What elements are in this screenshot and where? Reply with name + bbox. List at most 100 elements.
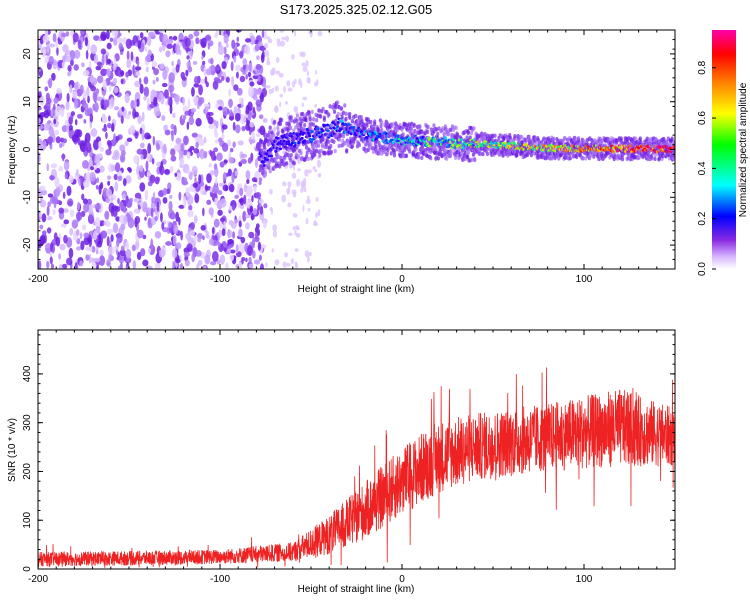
noise-blob — [66, 257, 73, 266]
noise-blob — [144, 216, 147, 221]
ridge-halo — [466, 150, 470, 155]
ridge-halo — [501, 153, 505, 158]
noise-blob — [258, 254, 262, 261]
noise-blob — [85, 171, 92, 182]
noise-blob — [106, 30, 110, 40]
noise-blob — [172, 35, 178, 41]
noise-blob — [68, 247, 74, 259]
noise-blob — [113, 173, 118, 181]
noise-blob — [117, 265, 122, 269]
noise-blob — [87, 214, 94, 224]
noise-blob — [291, 80, 296, 88]
noise-blob — [108, 253, 111, 263]
noise-blob — [255, 132, 261, 138]
noise-blob — [100, 48, 107, 55]
ridge-halo — [267, 163, 271, 168]
noise-blob — [95, 217, 101, 227]
ridge-point — [290, 141, 295, 145]
ridge-point — [281, 135, 285, 139]
noise-blob — [287, 186, 291, 195]
noise-blob — [134, 131, 139, 139]
noise-blob — [219, 254, 226, 265]
noise-blob — [238, 220, 242, 228]
noise-blob — [141, 111, 145, 122]
noise-blob — [39, 112, 46, 118]
noise-blob — [222, 106, 229, 116]
ridge-halo — [345, 149, 349, 154]
noise-blob — [197, 259, 203, 266]
noise-blob — [191, 165, 198, 176]
noise-blob — [216, 152, 223, 162]
noise-blob — [249, 35, 256, 45]
noise-blob — [167, 95, 171, 106]
noise-blob — [139, 32, 144, 39]
noise-blob — [60, 223, 66, 228]
noise-blob — [158, 190, 164, 197]
noise-blob — [186, 121, 190, 131]
x-tick-label: 100 — [576, 274, 593, 285]
noise-blob — [47, 193, 54, 198]
noise-blob — [314, 103, 317, 108]
ridge-halo — [295, 118, 299, 123]
noise-blob — [252, 207, 257, 216]
noise-blob — [225, 185, 229, 192]
noise-blob — [313, 222, 318, 227]
noise-blob — [308, 251, 312, 257]
noise-blob — [120, 70, 125, 77]
noise-blob — [190, 107, 197, 113]
noise-blob — [90, 85, 97, 92]
ridge-halo — [394, 122, 398, 128]
noise-blob — [70, 111, 76, 117]
noise-blob — [305, 217, 309, 225]
colorbar: 0.0 0.2 0.4 0.6 0.8 Normalized spectral ampl… — [697, 30, 749, 276]
ridge-halo — [408, 145, 412, 151]
noise-blob — [267, 38, 273, 44]
colorbar-tick-label: 0.4 — [697, 161, 708, 175]
ridge-halo — [472, 126, 476, 131]
noise-blob — [212, 80, 219, 90]
noise-blob — [87, 95, 90, 104]
noise-blob — [184, 259, 190, 267]
noise-blob — [64, 173, 68, 180]
noise-blob — [182, 115, 187, 120]
ridge-halo — [320, 142, 325, 147]
noise-blob — [245, 222, 250, 230]
noise-blob — [107, 180, 111, 186]
noise-blob — [229, 249, 236, 254]
noise-blob — [139, 164, 144, 172]
noise-blob — [294, 30, 297, 37]
noise-blob — [193, 96, 199, 104]
ridge-halo — [478, 151, 483, 157]
noise-blob — [210, 261, 217, 266]
noise-blob — [101, 220, 105, 226]
noise-blob — [264, 42, 269, 49]
noise-blob — [113, 133, 116, 144]
noise-blob — [170, 148, 176, 157]
noise-blob — [261, 30, 265, 38]
noise-blob — [107, 122, 112, 129]
ridge-halo — [322, 115, 326, 120]
ridge-halo — [332, 109, 337, 114]
ridge-halo — [473, 157, 477, 163]
noise-blob — [118, 255, 125, 264]
noise-blob — [196, 263, 200, 269]
noise-blob — [98, 165, 105, 173]
noise-blob — [61, 263, 68, 269]
ridge-halo — [327, 112, 331, 117]
noise-blob — [200, 225, 206, 231]
noise-blob — [74, 262, 78, 269]
noise-blob — [101, 115, 108, 124]
noise-blob — [130, 51, 134, 62]
noise-blob — [193, 147, 200, 154]
ridge-halo — [619, 136, 623, 141]
noise-blob — [124, 140, 129, 147]
ridge-halo — [488, 134, 492, 139]
noise-blob — [248, 86, 254, 98]
ridge-halo — [394, 131, 398, 136]
noise-blob — [166, 188, 171, 195]
noise-blob — [203, 66, 207, 77]
noise-blob — [297, 168, 301, 172]
ridge-halo — [440, 152, 444, 157]
noise-blob — [119, 51, 124, 56]
ridge-halo — [392, 149, 397, 155]
